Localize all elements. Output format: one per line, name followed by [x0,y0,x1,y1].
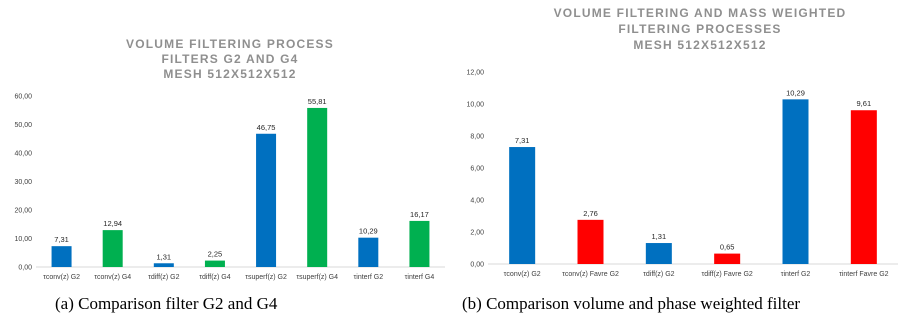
bar [102,230,123,267]
y-tick-label: 40,00 [14,151,32,158]
y-tick-label: 4,00 [470,198,484,205]
data-label: 0,65 [720,243,735,252]
chart-title-line: FILTERING PROCESSES [618,22,781,36]
x-category-label: τconv(z) G2 [504,271,541,278]
x-category-label: τconv(z) Favre G2 [562,271,619,278]
x-category-label: τsuperf(z) G4 [296,274,338,281]
data-label: 55,81 [308,97,327,106]
bar [509,147,536,264]
x-category-label: τinterf G2 [781,271,811,278]
data-label: 1,31 [652,232,667,241]
y-tick-label: 0,00 [18,265,32,272]
chart-title-line: FILTERS G2 AND G4 [161,52,298,66]
data-label: 10,29 [786,88,805,97]
y-tick-label: 0,00 [470,262,484,269]
chart-title-line: VOLUME FILTERING AND MASS WEIGHTED [554,6,847,20]
data-label: 2,25 [208,250,223,259]
x-category-label: τdiff(z) G4 [199,274,231,281]
data-label: 46,75 [257,123,276,132]
y-tick-label: 10,00 [466,102,484,109]
caption-b: (b) Comparison volume and phase weighted… [462,294,801,313]
y-tick-label: 6,00 [470,166,484,173]
chart-title-line: VOLUME FILTERING PROCESS [126,37,334,51]
y-tick-label: 10,00 [14,236,32,243]
x-category-label: τinterf G2 [354,274,384,281]
caption-a: (a) Comparison filter G2 and G4 [55,294,278,313]
chart-title-line: MESH 512X512X512 [163,67,296,81]
bar [204,260,225,267]
x-category-label: τdiff(z) G2 [148,274,180,281]
y-tick-label: 8,00 [470,134,484,141]
x-category-label: τinterf G4 [405,274,435,281]
data-label: 7,31 [515,136,530,145]
data-label: 1,31 [157,252,172,261]
bar [307,107,328,267]
bar [153,263,174,267]
bar [714,253,741,264]
data-label: 2,76 [583,209,598,218]
y-tick-label: 2,00 [470,230,484,237]
data-label: 16,17 [410,210,429,219]
data-label: 7,31 [54,235,69,244]
bar [577,219,604,264]
x-category-label: τconv(z) G4 [94,274,131,281]
bar [782,99,809,264]
bar [51,246,72,267]
bar [256,133,277,267]
x-category-label: τdiff(z) Favre G2 [702,271,753,278]
bar [850,110,877,265]
data-label: 10,29 [359,227,378,236]
chart-title-line: MESH 512X512X512 [633,38,766,52]
data-label: 9,61 [857,99,872,108]
chart-b: VOLUME FILTERING AND MASS WEIGHTED FILTER… [466,6,898,278]
bar [358,237,379,267]
x-category-label: τconv(z) G2 [43,274,80,281]
x-category-label: τsuperf(z) G2 [245,274,287,281]
y-tick-label: 60,00 [14,94,32,101]
bar [645,243,672,264]
y-tick-label: 20,00 [14,208,32,215]
y-tick-label: 50,00 [14,122,32,129]
y-tick-label: 12,00 [466,70,484,77]
x-category-label: τdiff(z) G2 [643,271,675,278]
x-category-label: τinterf Favre G2 [839,271,889,278]
y-tick-label: 30,00 [14,179,32,186]
bar [409,220,430,267]
data-label: 12,94 [103,219,122,228]
